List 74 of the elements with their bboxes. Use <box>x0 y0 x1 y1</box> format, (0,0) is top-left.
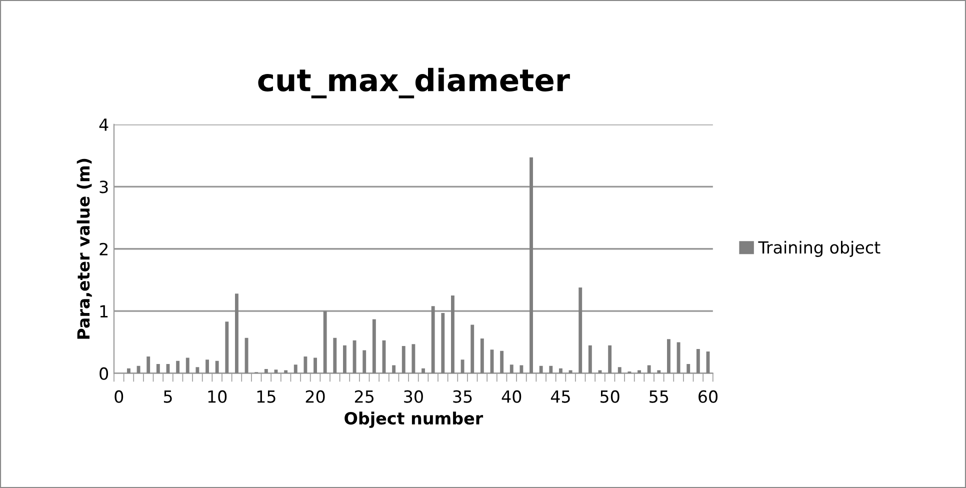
bar <box>314 358 317 374</box>
bar <box>686 364 690 374</box>
bar <box>441 312 445 374</box>
bar <box>638 370 641 374</box>
bar <box>323 311 327 374</box>
bar <box>352 340 356 374</box>
bar <box>520 365 524 374</box>
bar <box>618 367 622 374</box>
x-tick-label: 0 <box>114 390 124 403</box>
bar <box>294 364 298 374</box>
bar <box>225 322 229 374</box>
bar <box>343 345 346 374</box>
bar <box>186 358 190 374</box>
y-tick-label: 1 <box>100 305 108 318</box>
bar <box>333 338 337 374</box>
bar <box>215 360 219 374</box>
bar <box>657 370 661 374</box>
x-tick-label: 40 <box>502 390 522 403</box>
bar <box>568 370 572 374</box>
bar <box>402 346 406 374</box>
x-tick-label: 5 <box>164 390 172 403</box>
bar <box>235 294 238 374</box>
bar <box>647 365 651 374</box>
bar <box>156 364 160 374</box>
bar <box>578 287 582 374</box>
y-tick-label: 0 <box>100 367 108 380</box>
x-tick-label: 45 <box>550 390 570 403</box>
bar <box>451 296 454 374</box>
bar <box>392 365 396 374</box>
bar <box>264 368 268 374</box>
x-tick-label: 25 <box>354 390 374 403</box>
x-tick-label: 60 <box>698 390 718 403</box>
bar <box>146 356 150 374</box>
bar <box>422 368 425 374</box>
bar <box>549 366 553 374</box>
bar <box>588 345 592 374</box>
x-tick-label: 20 <box>306 390 325 403</box>
bar <box>206 360 209 374</box>
bar <box>500 350 504 374</box>
bar <box>372 319 376 374</box>
x-tick-label: 55 <box>650 390 668 403</box>
y-axis-title: Para,eter value (m) <box>76 158 92 339</box>
bar <box>460 360 464 374</box>
y-tick-label: 3 <box>100 180 108 194</box>
chart-title: cut_max_diameter <box>258 68 570 98</box>
x-tick-label: 10 <box>208 390 227 403</box>
bar <box>539 366 543 374</box>
bar <box>667 339 670 374</box>
x-tick-label: 15 <box>257 390 276 403</box>
bar <box>136 366 140 374</box>
bar <box>676 342 680 374</box>
bar <box>696 349 700 374</box>
bar <box>510 364 514 374</box>
legend-label: Training object <box>758 240 880 257</box>
bar <box>244 338 248 374</box>
x-tick-label: 35 <box>453 390 472 403</box>
bar <box>126 368 130 374</box>
bar <box>412 344 416 374</box>
bar <box>196 367 200 374</box>
bar <box>431 306 435 374</box>
y-tick-label: 4 <box>99 118 108 131</box>
x-tick-label: 50 <box>600 390 620 403</box>
bar <box>480 338 484 374</box>
y-tick-label: 2 <box>100 242 108 256</box>
bar <box>362 350 366 374</box>
bar <box>470 324 474 374</box>
bar <box>559 368 562 374</box>
bar <box>530 157 533 374</box>
x-tick-label: 30 <box>404 390 423 403</box>
x-axis-title: Object number <box>344 412 484 428</box>
bar <box>304 356 308 374</box>
bar <box>176 360 180 374</box>
bar <box>284 370 288 374</box>
bar <box>608 345 612 374</box>
